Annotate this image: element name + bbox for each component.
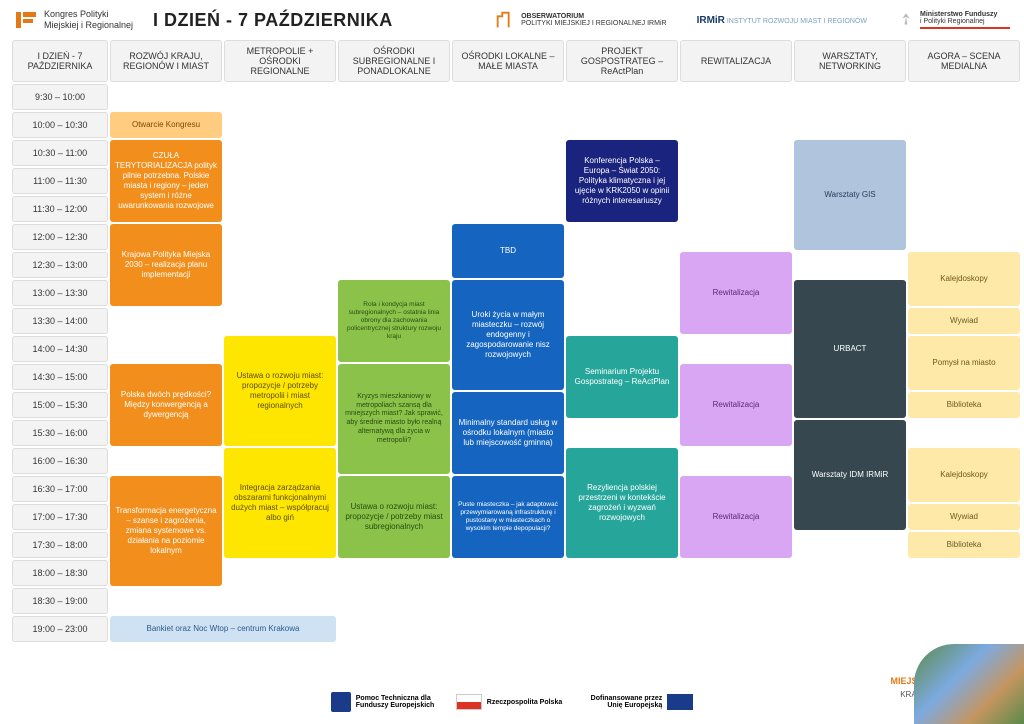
track-column: Konferencja Polska – Europa – Świat 2050…: [566, 84, 678, 642]
track-header: REWITALIZACJA: [680, 40, 792, 82]
time-slot: 11:00 – 11:30: [12, 168, 108, 194]
time-slot: 19:00 – 23:00: [12, 616, 108, 642]
session-block[interactable]: Minimalny standard usług w ośrodku lokal…: [452, 392, 564, 474]
track-header: OŚRODKI SUBREGIONALNE I PONADLOKALNE: [338, 40, 450, 82]
time-slot: 13:00 – 13:30: [12, 280, 108, 306]
session-block[interactable]: Integracja zarządzania obszarami funkcjo…: [224, 448, 336, 558]
brand-text: Kongres Polityki Miejskiej i Regionalnej: [44, 9, 133, 31]
time-slot: 12:00 – 12:30: [12, 224, 108, 250]
session-block[interactable]: Pomysł na miasto: [908, 336, 1020, 390]
time-slot: 13:30 – 14:00: [12, 308, 108, 334]
session-block[interactable]: TBD: [452, 224, 564, 278]
track-header: PROJEKT GOSPOSTRATEG – ReActPlan: [566, 40, 678, 82]
time-slot: 9:30 – 10:00: [12, 84, 108, 110]
time-slot: 17:00 – 17:30: [12, 504, 108, 530]
time-slot: 16:00 – 16:30: [12, 448, 108, 474]
session-block[interactable]: Kalejdoskopy: [908, 252, 1020, 306]
session-block[interactable]: Rewitalizacja: [680, 364, 792, 446]
session-block[interactable]: Polska dwóch prędkości? Między konwergen…: [110, 364, 222, 446]
time-slot: 15:30 – 16:00: [12, 420, 108, 446]
time-slot: 17:30 – 18:00: [12, 532, 108, 558]
track-column: Ustawa o rozwoju miast: propozycje / pot…: [224, 84, 336, 642]
session-block[interactable]: Kalejdoskopy: [908, 448, 1020, 502]
page-title: I DZIEŃ - 7 PAŹDZIERNIKA: [153, 10, 393, 31]
session-block[interactable]: Wywiad: [908, 504, 1020, 530]
header: Kongres Polityki Miejskiej i Regionalnej…: [0, 0, 1024, 40]
session-block[interactable]: Otwarcie Kongresu: [110, 112, 222, 138]
time-slot: 10:30 – 11:00: [12, 140, 108, 166]
session-block[interactable]: Warsztaty IDM IRMiR: [794, 420, 906, 530]
obs-icon: [494, 9, 516, 31]
footer: Pomoc Techniczna dla Funduszy Europejski…: [0, 684, 1024, 720]
time-slot: 14:00 – 14:30: [12, 336, 108, 362]
session-block[interactable]: Biblioteka: [908, 532, 1020, 558]
footer-sponsor-pt: Pomoc Techniczna dla Funduszy Europejski…: [331, 692, 436, 712]
city-photo: [914, 644, 1024, 724]
schedule-grid: 9:30 – 10:0010:00 – 10:3010:30 – 11:0011…: [0, 82, 1024, 644]
time-slot: 16:30 – 17:00: [12, 476, 108, 502]
track-column: Rola i kondycja miast subregionalnych – …: [338, 84, 450, 642]
track-header: OŚRODKI LOKALNE – MAŁE MIASTA: [452, 40, 564, 82]
track-header: ROZWÓJ KRAJU, REGIONÓW I MIAST: [110, 40, 222, 82]
session-block[interactable]: Puste miasteczka – jak adaptować przewym…: [452, 476, 564, 558]
header-sponsors: OBSERWATORIUMPOLITYKI MIEJSKIEJ I REGION…: [494, 9, 1010, 31]
time-slot: 18:30 – 19:00: [12, 588, 108, 614]
session-block[interactable]: Krajowa Polityka Miejska 2030 – realizac…: [110, 224, 222, 306]
track-header: AGORA – SCENA MEDIALNA: [908, 40, 1020, 82]
time-slot: 12:30 – 13:00: [12, 252, 108, 278]
footer-sponsor-rp: Rzeczpospolita Polska: [456, 694, 562, 710]
track-column: KalejdoskopyWywiadPomysł na miastoBiblio…: [908, 84, 1020, 642]
time-slot: 15:00 – 15:30: [12, 392, 108, 418]
time-slot: 14:30 – 15:00: [12, 364, 108, 390]
track-header: WARSZTATY, NETWORKING: [794, 40, 906, 82]
session-block[interactable]: Rewitalizacja: [680, 252, 792, 334]
brand-icon: [14, 8, 38, 32]
track-column: Rewitalizacja Rewitalizacja Rewitalizacja: [680, 84, 792, 642]
track-column: Otwarcie KongresuCZUŁA TERYTORIALIZACJA …: [110, 84, 222, 642]
sponsor-irmir: IRMiR INSTYTUT ROZWOJU MIAST I REGIONÓW: [697, 15, 867, 26]
track-column: TBDUroki życia w małym miasteczku – rozw…: [452, 84, 564, 642]
time-header: I DZIEŃ - 7 PAŹDZIERNIKA: [12, 40, 108, 82]
session-block[interactable]: Biblioteka: [908, 392, 1020, 418]
time-slot: 18:00 – 18:30: [12, 560, 108, 586]
footer-sponsor-eu: Dofinansowane przez Unię Europejską: [582, 694, 693, 710]
session-block[interactable]: Warsztaty GIS: [794, 140, 906, 250]
session-block[interactable]: Konferencja Polska – Europa – Świat 2050…: [566, 140, 678, 222]
session-block[interactable]: CZUŁA TERYTORIALIZACJA polityk pilnie po…: [110, 140, 222, 222]
brand-logo: Kongres Polityki Miejskiej i Regionalnej: [14, 8, 133, 32]
track-header: METROPOLIE + OŚRODKI REGIONALNE: [224, 40, 336, 82]
session-block[interactable]: Rezyliencja polskiej przestrzeni w konte…: [566, 448, 678, 558]
sponsor-min: Ministerstwo Funduszyi Polityki Regional…: [897, 11, 1010, 29]
eagle-icon: [897, 11, 915, 29]
session-block[interactable]: Seminarium Projektu Gospostrateg – ReAct…: [566, 336, 678, 418]
session-block[interactable]: Transformacja energetyczna – szanse i za…: [110, 476, 222, 586]
session-block[interactable]: URBACT: [794, 280, 906, 418]
time-column: 9:30 – 10:0010:00 – 10:3010:30 – 11:0011…: [12, 84, 108, 642]
session-block[interactable]: Uroki życia w małym miasteczku – rozwój …: [452, 280, 564, 390]
session-block[interactable]: Wywiad: [908, 308, 1020, 334]
sponsor-obs: OBSERWATORIUMPOLITYKI MIEJSKIEJ I REGION…: [494, 9, 666, 31]
time-slot: 10:00 – 10:30: [12, 112, 108, 138]
session-block[interactable]: Rewitalizacja: [680, 476, 792, 558]
session-block[interactable]: Ustawa o rozwoju miast: propozycje / pot…: [224, 336, 336, 446]
session-block[interactable]: Ustawa o rozwoju miast: propozycje / pot…: [338, 476, 450, 558]
session-block[interactable]: Rola i kondycja miast subregionalnych – …: [338, 280, 450, 362]
track-column: Warsztaty GIS URBACTWarsztaty IDM IRMiR: [794, 84, 906, 642]
column-headers: I DZIEŃ - 7 PAŹDZIERNIKAROZWÓJ KRAJU, RE…: [0, 40, 1024, 82]
session-block[interactable]: Kryzys mieszkaniowy w metropoliach szans…: [338, 364, 450, 474]
time-slot: 11:30 – 12:00: [12, 196, 108, 222]
